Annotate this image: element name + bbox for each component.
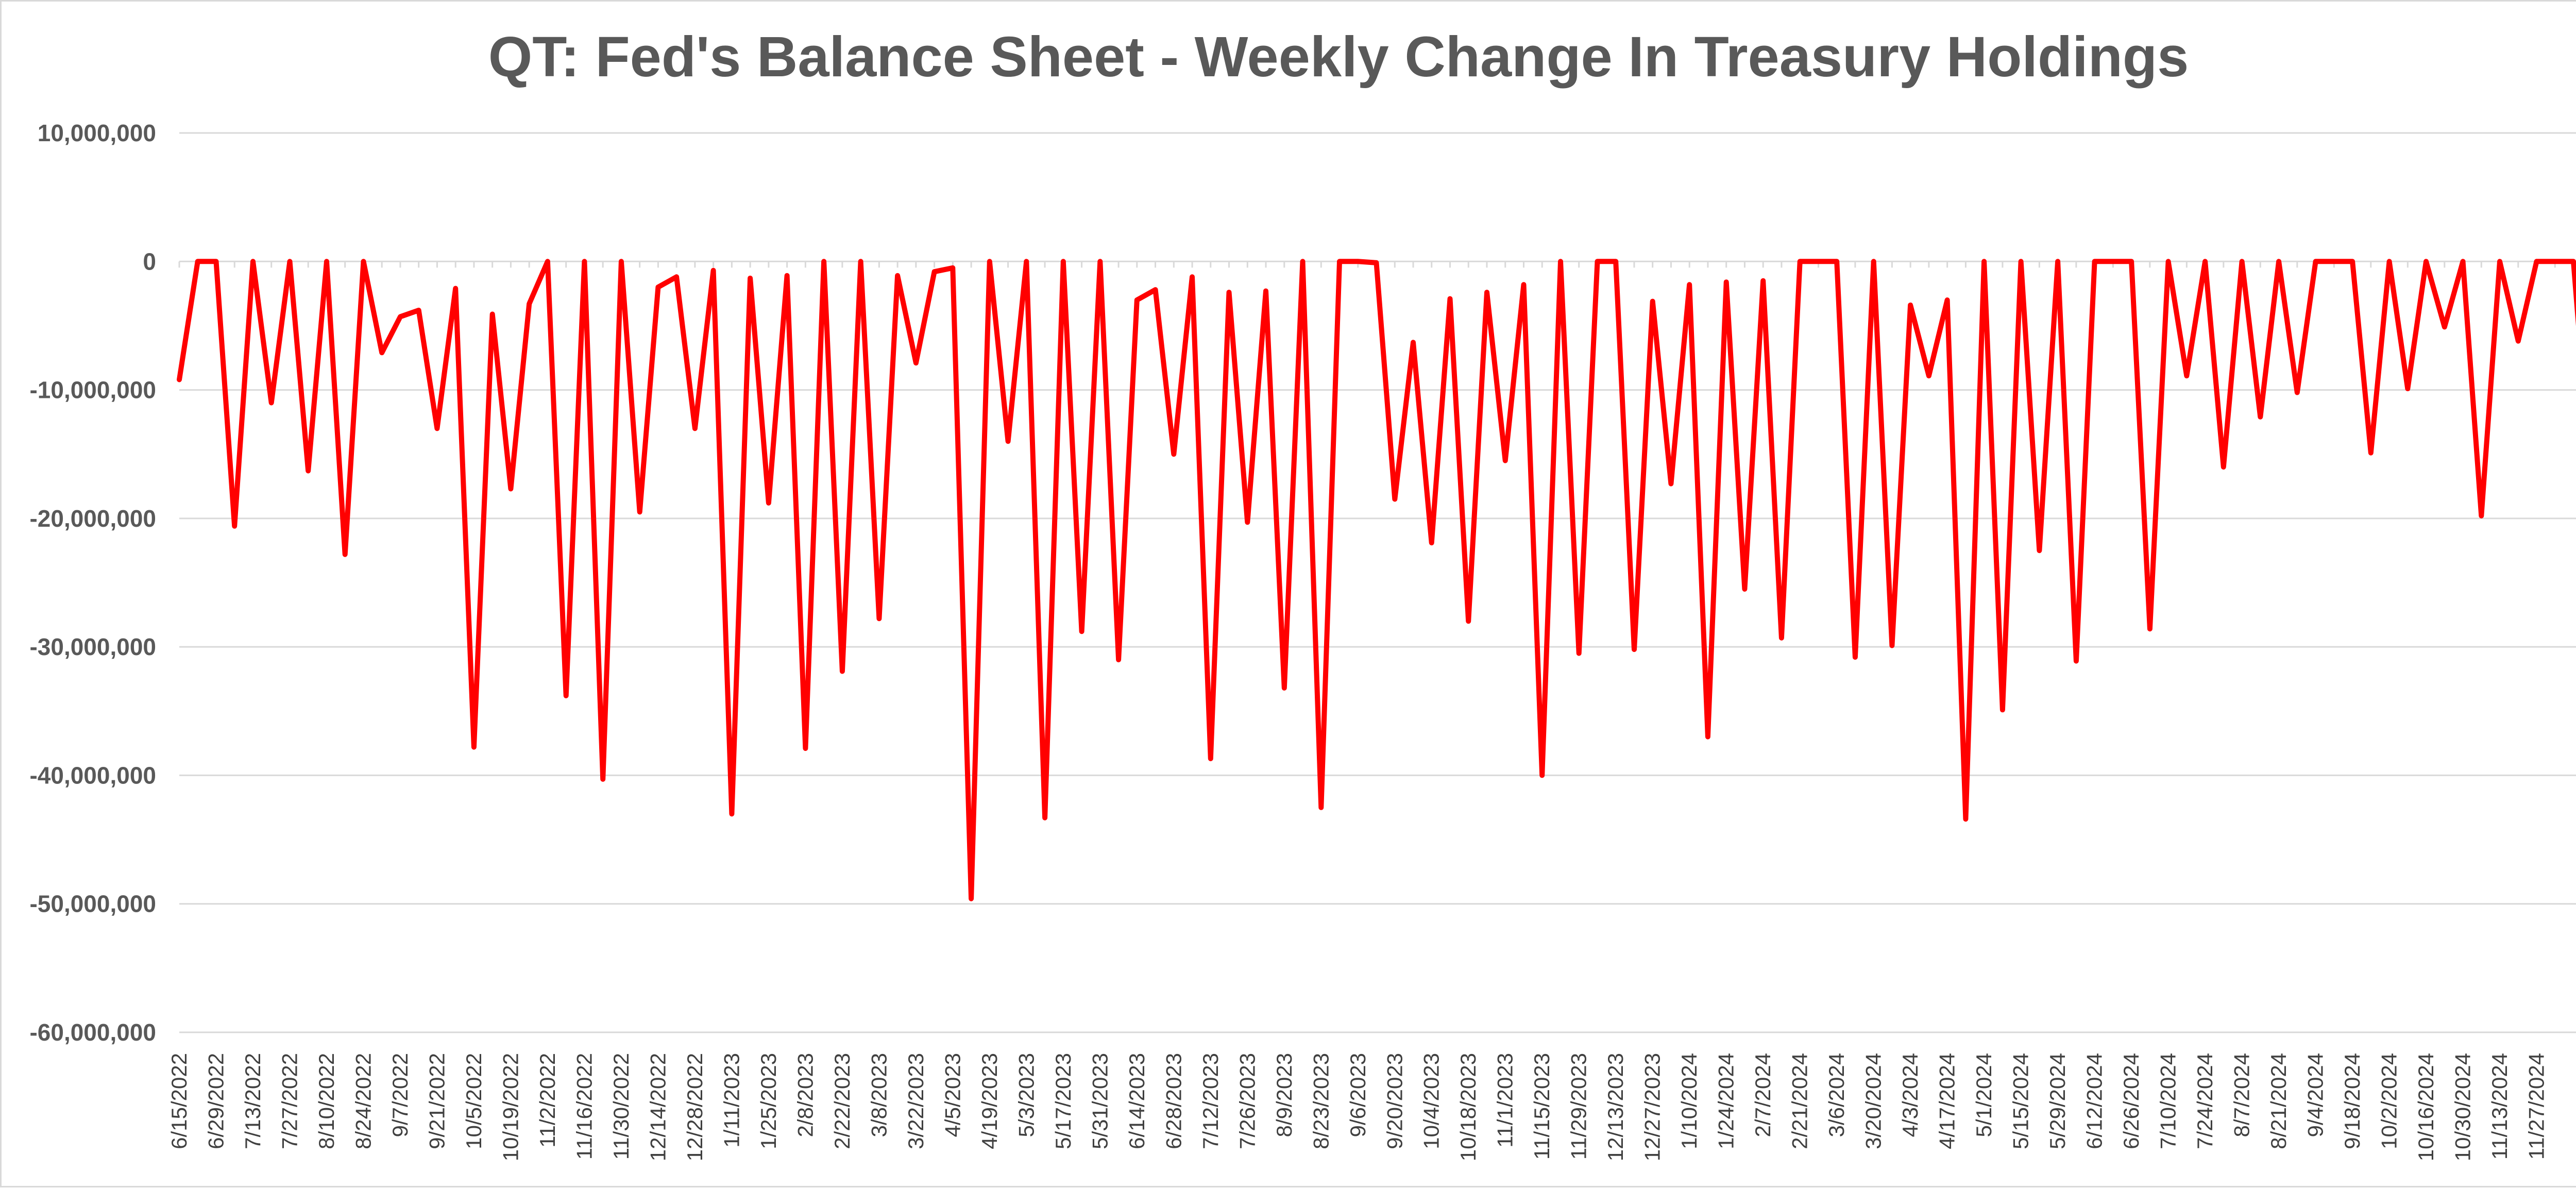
x-tick-label: 8/9/2023: [1272, 1053, 1296, 1137]
x-tick-label: 4/5/2023: [940, 1053, 964, 1137]
series-layer: [177, 259, 2576, 901]
x-tick-label: 5/1/2024: [1972, 1053, 1996, 1137]
x-tick-label: 12/28/2022: [683, 1053, 707, 1161]
x-tick-label: 6/26/2024: [2119, 1053, 2143, 1149]
x-tick-label: 12/27/2023: [1640, 1053, 1665, 1161]
x-tick-label: 10/4/2023: [1419, 1053, 1444, 1149]
series-line: [177, 259, 2576, 901]
x-tick-label: 10/18/2023: [1456, 1053, 1480, 1161]
x-tick-label: 2/22/2023: [830, 1053, 854, 1149]
x-axis-tick-labels: 6/15/2022 6/29/2022 7/13/2022 7/27/2022 8/10…: [167, 1053, 2549, 1161]
x-tick-label: 5/31/2023: [1088, 1053, 1112, 1149]
x-tick-label: 8/21/2024: [2266, 1053, 2291, 1149]
x-tick-label: 6/28/2023: [1161, 1053, 1185, 1149]
x-tick-label: 11/27/2024: [2524, 1053, 2549, 1160]
x-tick-label: 11/16/2022: [572, 1053, 596, 1160]
x-tick-label: 2/7/2024: [1751, 1053, 1775, 1137]
x-tick-label: 6/12/2024: [2082, 1053, 2107, 1149]
x-tick-label: 8/24/2022: [351, 1053, 375, 1149]
x-tick-label: 1/25/2023: [756, 1053, 781, 1149]
x-tick-label: 10/19/2022: [498, 1053, 522, 1161]
x-tick-label: 12/14/2022: [646, 1053, 670, 1161]
x-tick-label: 2/21/2024: [1788, 1053, 1812, 1149]
x-tick-label: 11/15/2023: [1530, 1053, 1554, 1160]
x-tick-label: 5/3/2023: [1014, 1053, 1038, 1137]
x-tick-label: 6/29/2022: [204, 1053, 228, 1149]
y-tick-label: 0: [143, 248, 156, 275]
x-tick-label: 5/29/2024: [2045, 1053, 2070, 1149]
x-tick-label: 9/20/2023: [1382, 1053, 1406, 1149]
y-axis-tick-labels: 10,000,000 0 -10,000,000 -20,000,000 -30,000…: [29, 120, 156, 1046]
x-tick-label: 7/12/2023: [1198, 1053, 1223, 1149]
y-tick-label: -60,000,000: [29, 1019, 156, 1046]
x-tick-label: 4/19/2023: [977, 1053, 1002, 1149]
x-tick-label: 2/8/2023: [793, 1053, 817, 1137]
x-tick-label: 5/17/2023: [1051, 1053, 1075, 1149]
x-tick-label: 10/2/2024: [2377, 1053, 2401, 1149]
y-tick-label: -50,000,000: [29, 891, 156, 917]
x-tick-label: 7/27/2022: [277, 1053, 301, 1149]
x-tick-label: 11/13/2024: [2487, 1053, 2512, 1160]
x-tick-label: 12/13/2023: [1603, 1053, 1628, 1161]
x-tick-label: 7/10/2024: [2156, 1053, 2180, 1149]
y-tick-label: -20,000,000: [29, 505, 156, 532]
x-tick-label: 10/5/2022: [462, 1053, 486, 1149]
y-tick-label: -30,000,000: [29, 633, 156, 660]
x-tick-label: 3/8/2023: [867, 1053, 891, 1137]
x-tick-label: 8/23/2023: [1309, 1053, 1333, 1149]
x-tick-label: 1/11/2023: [719, 1053, 743, 1148]
x-tick-label: 6/15/2022: [167, 1053, 191, 1149]
y-tick-label: -40,000,000: [29, 762, 156, 789]
x-tick-label: 11/2/2022: [535, 1053, 560, 1148]
x-tick-label: 4/3/2024: [1898, 1053, 1922, 1137]
x-tick-label: 10/16/2024: [2414, 1053, 2438, 1161]
chart-title: QT: Fed's Balance Sheet - Weekly Change …: [488, 25, 2189, 89]
x-tick-label: 1/10/2024: [1677, 1053, 1701, 1149]
x-tick-label: 6/14/2023: [1125, 1053, 1149, 1149]
x-tick-label: 9/18/2024: [2340, 1053, 2364, 1149]
x-tick-label: 4/17/2024: [1935, 1053, 1959, 1149]
y-tick-label: 10,000,000: [38, 120, 156, 146]
x-tick-label: 8/10/2022: [314, 1053, 338, 1149]
y-tick-label: -10,000,000: [29, 377, 156, 404]
x-tick-label: 3/22/2023: [904, 1053, 928, 1149]
x-tick-label: 8/7/2024: [2230, 1053, 2254, 1137]
x-tick-label: 7/24/2024: [2193, 1053, 2217, 1149]
x-tick-label: 5/15/2024: [2009, 1053, 2033, 1149]
x-tick-label: 11/30/2022: [609, 1053, 633, 1160]
x-tick-label: 10/30/2024: [2451, 1053, 2475, 1161]
x-tick-label: 9/21/2022: [425, 1053, 449, 1149]
x-tick-label: 3/20/2024: [1861, 1053, 1886, 1149]
x-tick-label: 11/1/2023: [1493, 1053, 1517, 1148]
x-tick-label: 9/4/2024: [2303, 1053, 2328, 1137]
x-tick-label: 7/13/2022: [241, 1053, 265, 1149]
x-tick-label: 7/26/2023: [1235, 1053, 1259, 1149]
x-tick-label: 11/29/2023: [1567, 1053, 1591, 1160]
x-tick-label: 9/6/2023: [1346, 1053, 1370, 1137]
x-tick-label: 3/6/2024: [1824, 1053, 1849, 1137]
x-tick-label: 1/24/2024: [1714, 1053, 1738, 1149]
x-tick-label: 9/7/2022: [388, 1053, 412, 1137]
